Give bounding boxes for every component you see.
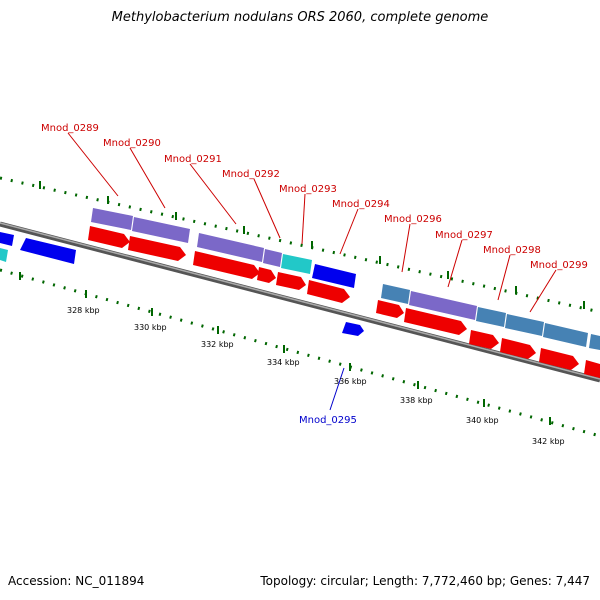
tick-label: 342 kbp [532, 437, 565, 446]
cds-forward-arrow[interactable] [539, 348, 579, 370]
cds-forward-arrow[interactable] [257, 267, 276, 283]
gene-label[interactable]: Mnod_0297 [435, 230, 493, 241]
cds-forward-arrow[interactable] [500, 338, 536, 359]
tick-label: 334 kbp [267, 358, 300, 367]
leader-line [129, 147, 166, 209]
gene-label[interactable]: Mnod_0296 [384, 214, 442, 225]
leader-line [189, 163, 237, 225]
tick-label: 338 kbp [400, 396, 433, 405]
cds-forward-arrow[interactable] [307, 280, 350, 303]
tick-label: 332 kbp [201, 340, 234, 349]
cds-forward-arrow[interactable] [469, 330, 499, 349]
cog-feature-steelblue[interactable] [476, 307, 506, 327]
cds-forward-arrow[interactable] [193, 251, 260, 279]
leader-line [329, 367, 345, 411]
cog-feature-purple[interactable] [132, 217, 190, 243]
leader-line [497, 254, 511, 301]
inner-tick-ring [0, 268, 600, 438]
leader-line [339, 208, 359, 255]
gene-label[interactable]: Mnod_0298 [483, 245, 541, 256]
gene-label[interactable]: Mnod_0293 [279, 184, 337, 195]
accession-text: Accession: NC_011894 [8, 574, 145, 588]
gene-label[interactable]: Mnod_0291 [164, 154, 222, 165]
inner-dotted-ring [0, 268, 600, 438]
backbone [0, 221, 600, 383]
gene-labels: Mnod_0289 Mnod_0290 Mnod_0291 Mnod_0292 … [41, 123, 588, 426]
cog-feature-blue[interactable] [0, 232, 14, 246]
cds-forward-arrow[interactable] [128, 236, 186, 261]
gene-label[interactable]: Mnod_0295 [299, 415, 357, 426]
cog-feature-steelblue[interactable] [505, 314, 544, 336]
cds-reverse-arrow[interactable] [312, 264, 356, 288]
cds-forward-arrow[interactable] [376, 300, 404, 318]
tick-label: 340 kbp [466, 416, 499, 425]
topology-text: Topology: circular; Length: 7,772,460 bp… [260, 574, 590, 588]
tick-label: 330 kbp [134, 323, 167, 332]
cog-feature-steelblue[interactable] [381, 284, 410, 304]
cog-feature-purple[interactable] [263, 249, 282, 267]
genome-title: Methylobacterium nodulans ORS 2060, comp… [111, 10, 489, 25]
cog-feature-purple[interactable] [197, 233, 264, 262]
gene-label[interactable]: Mnod_0294 [332, 199, 390, 210]
backbone-highlight [0, 222, 600, 380]
cds-forward-arrow[interactable] [404, 308, 467, 335]
gene-label[interactable]: Mnod_0292 [222, 169, 280, 180]
cog-feature-steelblue[interactable] [589, 334, 600, 350]
leader-line [67, 132, 119, 197]
tick-labels: 328 kbp 330 kbp 332 kbp 334 kbp 336 kbp … [67, 306, 565, 446]
cog-feature-cyan[interactable] [0, 248, 8, 262]
gene-label[interactable]: Mnod_0289 [41, 123, 99, 134]
cds-reverse-arrow[interactable] [20, 238, 76, 264]
cds-forward-arrow[interactable] [584, 360, 600, 378]
tick-label: 336 kbp [334, 377, 367, 386]
leader-line [529, 269, 557, 313]
label-leaders [67, 132, 557, 411]
backbone-line [0, 221, 600, 383]
leader-line [253, 178, 281, 239]
tick-label: 328 kbp [67, 306, 100, 315]
cds-forward-arrow[interactable] [88, 226, 130, 248]
cog-feature-cyan[interactable] [281, 254, 312, 274]
cds-reverse-arrow-mnod0295[interactable] [342, 322, 364, 336]
cog-feature-ring [0, 208, 600, 350]
gene-label[interactable]: Mnod_0290 [103, 138, 161, 149]
outer-tick-ring [0, 176, 600, 314]
cds-forward-arrow[interactable] [276, 272, 306, 290]
cog-feature-purple[interactable] [91, 208, 133, 230]
leader-line [401, 223, 411, 273]
leader-line [447, 239, 463, 288]
cog-feature-purple[interactable] [409, 291, 477, 320]
gene-label[interactable]: Mnod_0299 [530, 260, 588, 271]
cog-feature-steelblue[interactable] [543, 323, 588, 347]
leader-line [301, 193, 306, 245]
cds-ring [20, 226, 600, 378]
